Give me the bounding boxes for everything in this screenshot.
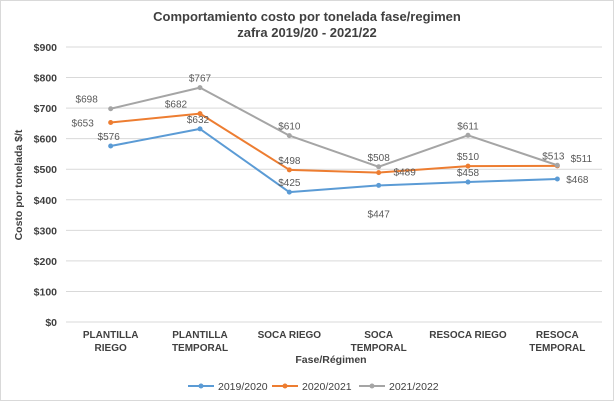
y-tick-label: $700 (34, 103, 58, 115)
data-point (108, 119, 114, 125)
data-point (108, 143, 114, 149)
x-tick-label: RESOCA TEMPORAL (529, 330, 585, 354)
data-labels: $576 $632 $425 $447 $458 $468 $653 $682 $498 $489… (72, 74, 593, 221)
data-label: $682 (165, 100, 188, 111)
y-tick-label: $300 (34, 225, 58, 237)
data-point (465, 179, 471, 185)
x-tick-label: SOCA TEMPORAL (351, 330, 407, 354)
legend-marker (369, 383, 375, 389)
data-label: $468 (566, 175, 589, 186)
y-axis-title: Costo por tonelada $/t (13, 129, 25, 240)
x-tick-label: PLANTILLA RIEGO (83, 330, 139, 354)
data-point (465, 163, 471, 169)
data-label: $489 (394, 168, 417, 179)
data-point (554, 176, 560, 182)
data-point (376, 164, 382, 170)
data-label: $653 (72, 118, 95, 129)
legend-label: 2021/2022 (389, 381, 439, 393)
y-tick-label: $0 (45, 317, 57, 329)
series-lines (108, 85, 560, 195)
data-label: $498 (278, 156, 301, 167)
y-tick-label: $600 (34, 134, 58, 146)
legend: 2019/2020 2020/2021 2021/2022 (188, 381, 439, 393)
y-tick-label: $900 (34, 42, 58, 54)
data-point (286, 167, 292, 173)
data-point (376, 170, 382, 176)
series-line-1 (110, 127, 558, 194)
legend-label: 2019/2020 (218, 381, 268, 393)
y-tick-label: $100 (34, 286, 58, 298)
data-label: $425 (278, 178, 301, 189)
data-label: $511 (571, 154, 593, 165)
gridlines (66, 46, 602, 323)
x-axis-ticks: PLANTILLA RIEGO PLANTILLA TEMPORAL SOCA RIEG… (83, 330, 585, 354)
y-tick-label: $200 (34, 256, 58, 268)
chart-title-line-2: zafra 2019/20 - 2021/22 (237, 25, 377, 40)
data-label: $510 (457, 152, 480, 163)
data-label: $576 (98, 132, 121, 143)
data-label: $458 (457, 168, 480, 179)
data-point (376, 182, 382, 188)
legend-marker (282, 383, 288, 389)
data-point (197, 126, 203, 132)
data-point (286, 189, 292, 195)
data-label: $611 (457, 121, 479, 132)
data-label: $610 (278, 122, 301, 133)
legend-marker (198, 383, 204, 389)
chart-title-line-1: Comportamiento costo por tonelada fase/r… (153, 9, 461, 24)
y-tick-label: $500 (34, 164, 58, 176)
data-label: $508 (368, 153, 391, 164)
data-point (197, 111, 203, 117)
legend-label: 2020/2021 (302, 381, 352, 393)
y-tick-label: $400 (34, 195, 58, 207)
y-tick-label: $800 (34, 73, 58, 85)
x-axis-title: Fase/Régimen (295, 354, 366, 366)
data-point (465, 132, 471, 138)
y-axis-ticks: $0 $100 $200 $300 $400 $500 $600 $700 $800 $900 (34, 42, 58, 329)
x-tick-label: PLANTILLA TEMPORAL (172, 330, 228, 354)
data-label: $447 (368, 209, 391, 220)
series-line-2 (110, 112, 558, 174)
data-label: $698 (76, 95, 99, 106)
data-point (554, 162, 560, 168)
data-label: $767 (189, 74, 212, 85)
x-tick-label: RESOCA RIEGO (429, 330, 507, 341)
data-point (108, 106, 114, 112)
data-point (197, 85, 203, 91)
x-tick-label: SOCA RIEGO (258, 330, 322, 341)
data-point (286, 133, 292, 139)
data-label: $632 (187, 115, 210, 126)
series-line-3 (110, 86, 558, 168)
data-label: $513 (542, 151, 565, 162)
